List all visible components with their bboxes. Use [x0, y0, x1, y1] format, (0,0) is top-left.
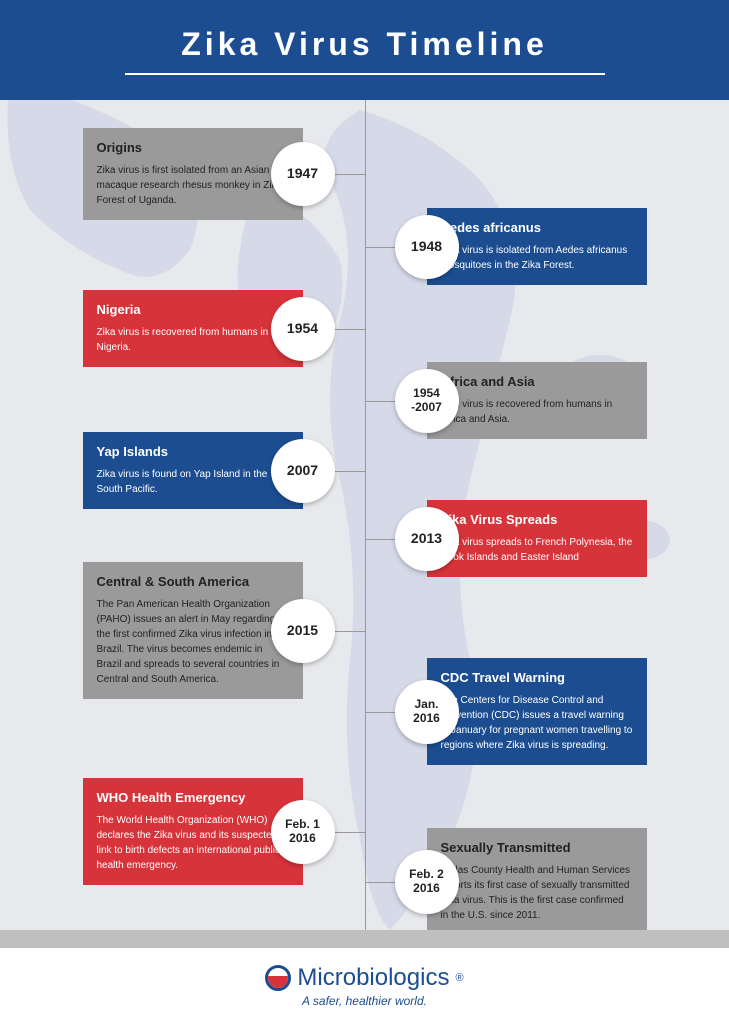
connector-line	[365, 539, 397, 540]
timeline-event: Yap Islands Zika virus is found on Yap Is…	[83, 432, 303, 509]
connector-line	[365, 247, 397, 248]
event-title: CDC Travel Warning	[441, 670, 633, 685]
brand-logo: Microbiologics ®	[265, 964, 463, 992]
year-badge: 1954	[271, 297, 335, 361]
brand-tagline: A safer, healthier world.	[302, 994, 427, 1008]
timeline-event: Aedes africanus Zika virus is isolated fr…	[427, 208, 647, 285]
registered-mark: ®	[455, 972, 463, 984]
connector-line	[365, 712, 397, 713]
connector-line	[333, 471, 365, 472]
title-underline	[125, 73, 605, 75]
timeline-container: Origins Zika virus is first isolated from…	[0, 100, 729, 930]
event-title: Nigeria	[97, 302, 289, 317]
year-badge: 1947	[271, 142, 335, 206]
connector-line	[333, 174, 365, 175]
connector-line	[333, 631, 365, 632]
event-title: WHO Health Emergency	[97, 790, 289, 805]
footer: Microbiologics ® A safer, healthier world…	[0, 930, 729, 1024]
connector-line	[333, 329, 365, 330]
event-description: Dallas County Health and Human Services …	[441, 863, 633, 923]
event-description: Zika virus is recovered from humans in N…	[97, 325, 289, 355]
event-title: Africa and Asia	[441, 374, 633, 389]
timeline-event: WHO Health Emergency The World Health Org…	[83, 778, 303, 885]
page-title: Zika Virus Timeline	[181, 26, 548, 63]
connector-line	[365, 401, 397, 402]
event-title: Aedes africanus	[441, 220, 633, 235]
timeline-event: Africa and Asia Zika virus is recovered f…	[427, 362, 647, 439]
timeline-event: CDC Travel Warning The Centers for Diseas…	[427, 658, 647, 765]
footer-bar	[0, 930, 729, 948]
timeline-event: Zika Virus Spreads Zika virus spreads to …	[427, 500, 647, 577]
event-description: Zika virus is isolated from Aedes africa…	[441, 243, 633, 273]
year-badge: 2013	[395, 507, 459, 571]
connector-line	[365, 882, 397, 883]
year-badge: Jan.2016	[395, 680, 459, 744]
event-description: The Pan American Health Organization (PA…	[97, 597, 289, 687]
event-title: Central & South America	[97, 574, 289, 589]
year-badge: 2007	[271, 439, 335, 503]
event-title: Yap Islands	[97, 444, 289, 459]
year-badge: 1948	[395, 215, 459, 279]
event-description: Zika virus is first isolated from an Asi…	[97, 163, 289, 208]
event-description: Zika virus is found on Yap Island in the…	[97, 467, 289, 497]
event-title: Origins	[97, 140, 289, 155]
event-description: Zika virus spreads to French Polynesia, …	[441, 535, 633, 565]
event-title: Sexually Transmitted	[441, 840, 633, 855]
event-title: Zika Virus Spreads	[441, 512, 633, 527]
timeline-axis	[365, 100, 366, 930]
event-description: The World Health Organization (WHO) decl…	[97, 813, 289, 873]
timeline-event: Nigeria Zika virus is recovered from huma…	[83, 290, 303, 367]
year-badge: 2015	[271, 599, 335, 663]
timeline-event: Origins Zika virus is first isolated from…	[83, 128, 303, 220]
timeline-event: Central & South America The Pan American …	[83, 562, 303, 699]
connector-line	[333, 832, 365, 833]
event-description: The Centers for Disease Control and Prev…	[441, 693, 633, 753]
footer-content: Microbiologics ® A safer, healthier world…	[0, 948, 729, 1024]
event-description: Zika virus is recovered from humans in A…	[441, 397, 633, 427]
logo-icon	[265, 965, 291, 991]
timeline-event: Sexually Transmitted Dallas County Health…	[427, 828, 647, 935]
year-badge: 1954-2007	[395, 369, 459, 433]
brand-name: Microbiologics	[297, 964, 449, 992]
year-badge: Feb. 22016	[395, 850, 459, 914]
year-badge: Feb. 12016	[271, 800, 335, 864]
header: Zika Virus Timeline	[0, 0, 729, 100]
